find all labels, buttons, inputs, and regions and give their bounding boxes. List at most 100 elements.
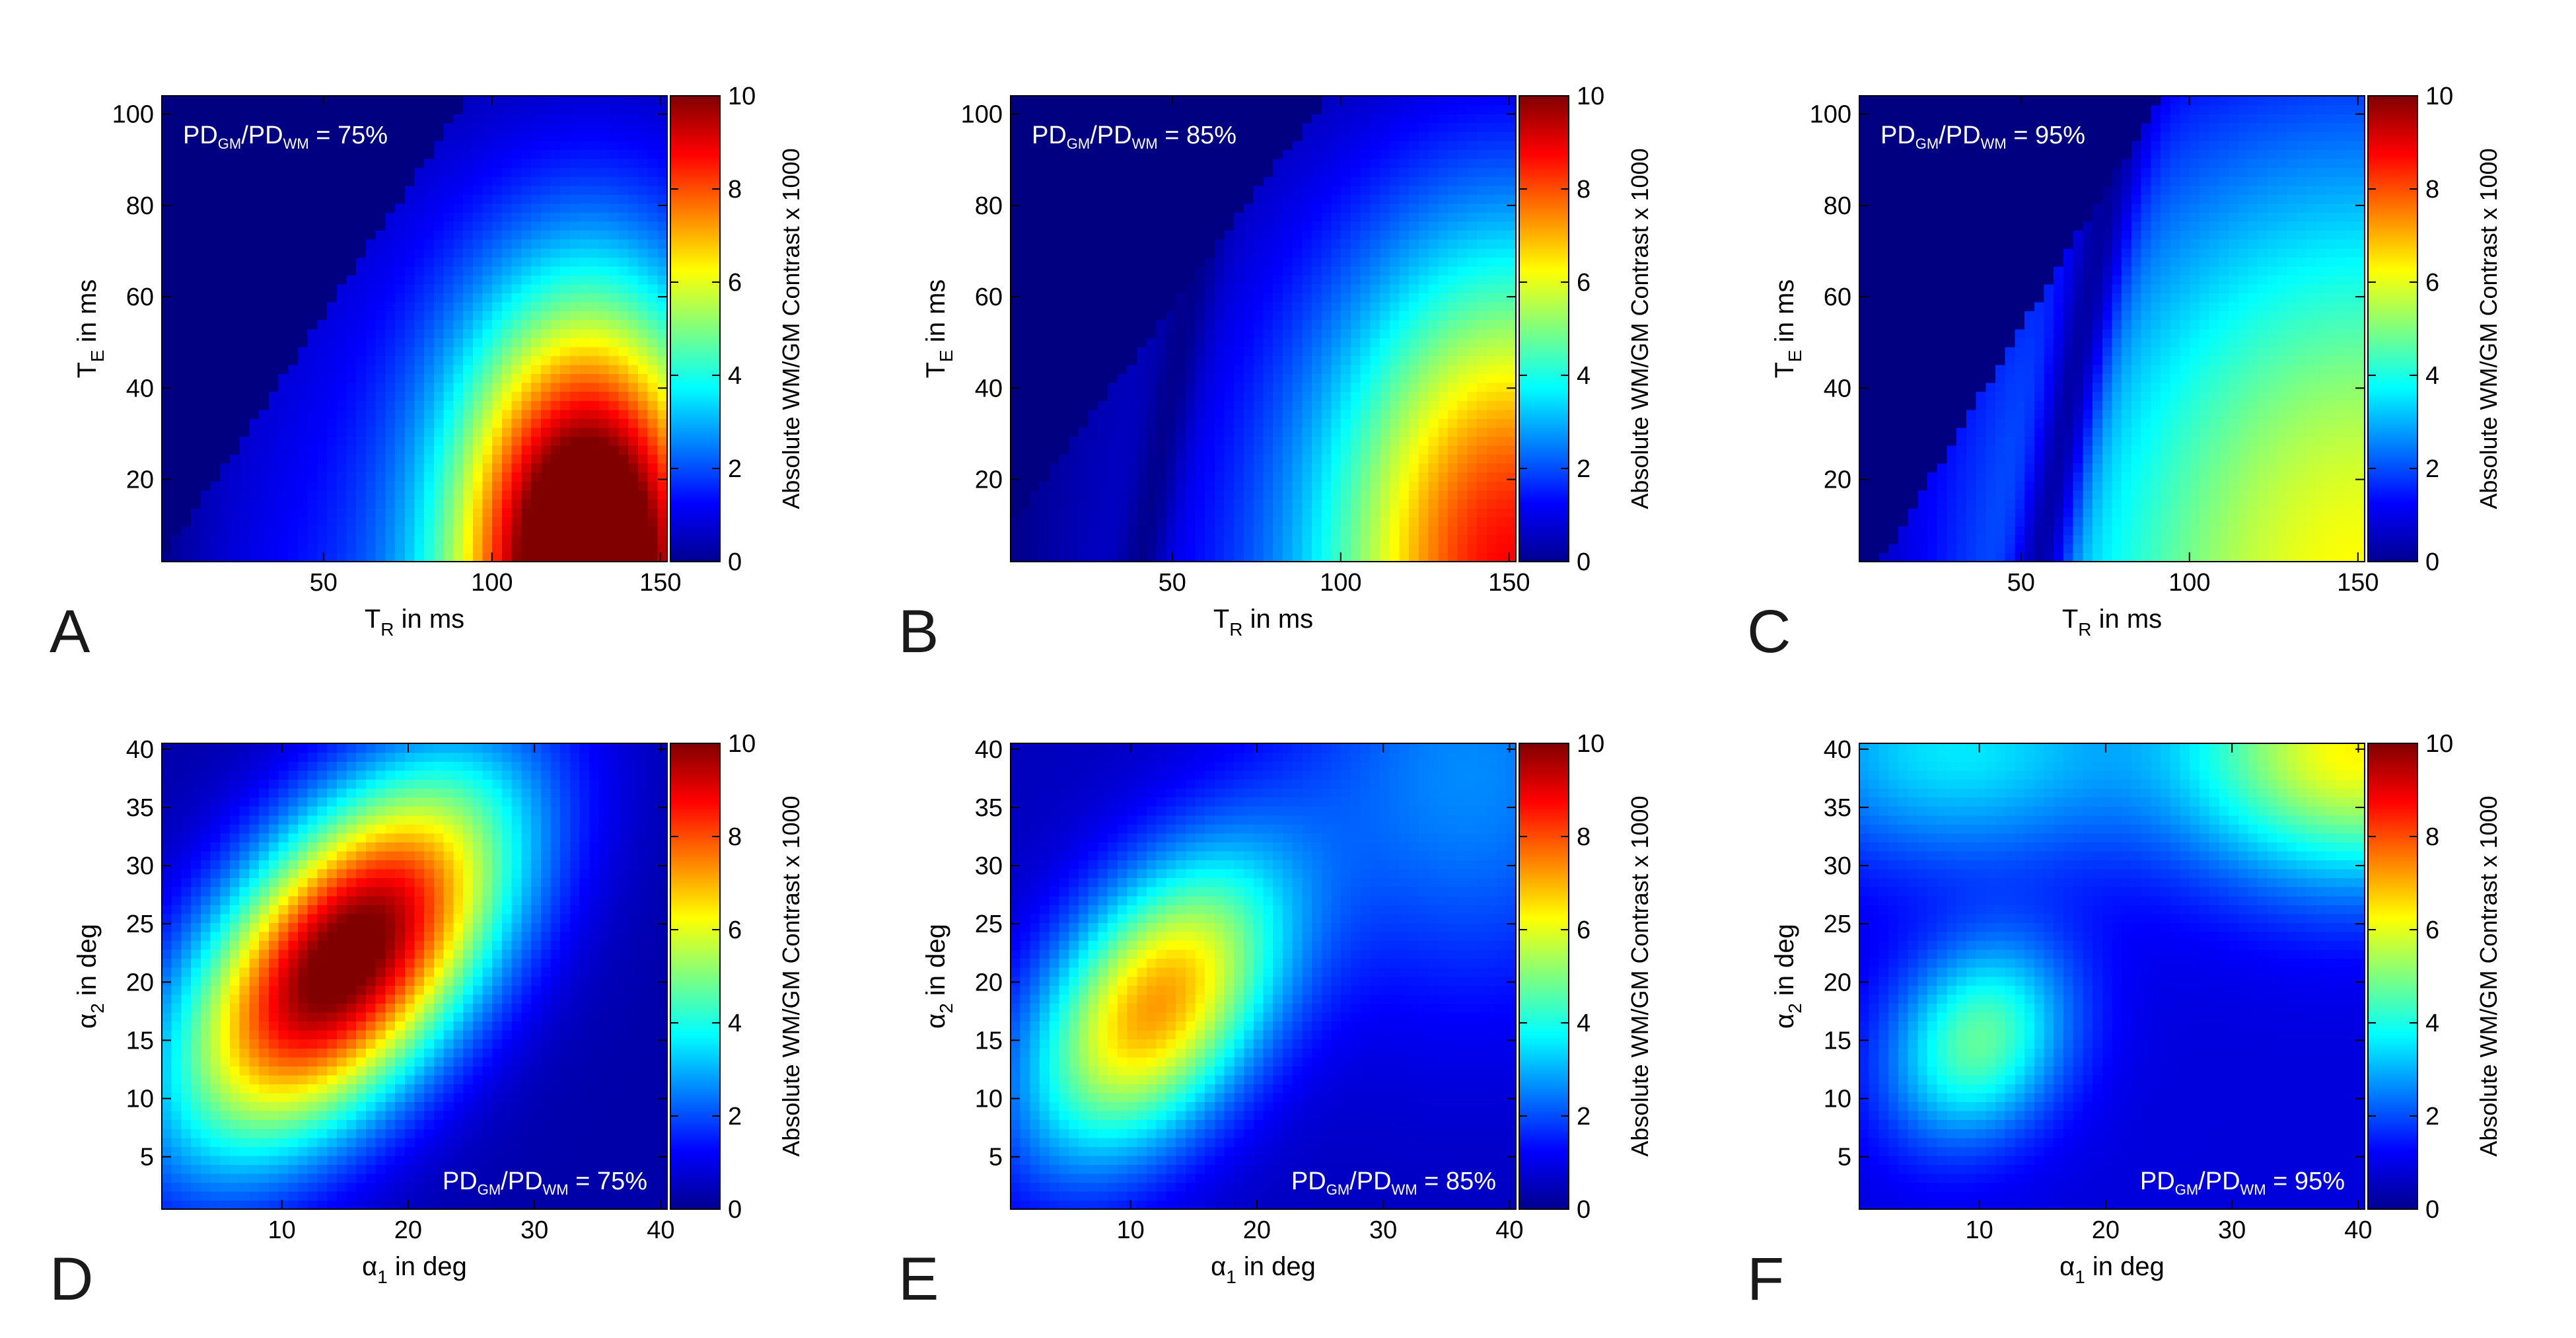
heatmap-cell xyxy=(501,131,513,141)
heatmap-cell xyxy=(1341,338,1351,348)
heatmap-cell xyxy=(297,490,308,500)
heatmap-cell xyxy=(317,96,328,106)
heatmap-cell xyxy=(453,149,464,159)
heatmap-cell xyxy=(424,158,435,168)
heatmap-cell xyxy=(210,338,221,348)
heatmap-cell xyxy=(404,507,415,518)
heatmap-cell xyxy=(1244,535,1254,544)
heatmap-cell xyxy=(569,185,581,195)
heatmap-cell xyxy=(317,140,328,151)
heatmap-cell xyxy=(501,257,513,267)
heatmap-cell xyxy=(1467,418,1478,428)
heatmap-cell xyxy=(1438,364,1449,375)
heatmap-cell xyxy=(336,445,347,455)
heatmap-cell xyxy=(424,445,435,455)
heatmap-cell xyxy=(1117,436,1128,446)
heatmap-cell xyxy=(327,535,338,544)
heatmap-cell xyxy=(1380,445,1390,455)
heatmap-cell xyxy=(1011,499,1021,509)
heatmap-cell xyxy=(259,400,269,410)
colorbar-tick-label: 0 xyxy=(728,548,742,576)
heatmap-cell xyxy=(1040,346,1050,356)
heatmap-cell xyxy=(1059,427,1070,437)
heatmap-cell xyxy=(579,525,590,536)
heatmap-cell xyxy=(433,140,445,151)
heatmap-cell xyxy=(1282,409,1293,419)
heatmap-cell xyxy=(220,543,231,554)
heatmap-cell xyxy=(1506,257,1517,267)
heatmap-cell xyxy=(395,203,406,213)
heatmap-cell xyxy=(1341,266,1351,276)
heatmap-cell xyxy=(346,328,357,338)
heatmap-cell xyxy=(288,96,299,106)
heatmap-cell xyxy=(608,436,620,446)
heatmap-cell xyxy=(288,355,299,365)
heatmap-cell xyxy=(307,311,318,320)
heatmap-cell xyxy=(424,301,435,312)
heatmap-cell xyxy=(1380,355,1390,365)
heatmap-cell xyxy=(637,445,649,455)
heatmap-cell xyxy=(569,328,581,338)
heatmap-cell xyxy=(1185,212,1196,222)
heatmap-cell xyxy=(171,149,182,159)
heatmap-cell xyxy=(501,499,513,509)
heatmap-cell xyxy=(395,400,406,410)
heatmap-cell xyxy=(637,158,649,168)
heatmap-cell xyxy=(1350,185,1361,195)
heatmap-cell xyxy=(375,382,386,392)
heatmap-cell xyxy=(1127,517,1138,527)
heatmap-cell xyxy=(1360,230,1371,240)
heatmap-cell xyxy=(307,472,318,482)
heatmap-cell xyxy=(336,96,347,106)
heatmap-cell xyxy=(414,480,425,491)
heatmap-cell xyxy=(1341,436,1351,446)
heatmap-cell xyxy=(1477,301,1487,312)
heatmap-cell xyxy=(1088,338,1099,348)
heatmap-cell xyxy=(200,382,211,392)
heatmap-cell xyxy=(1146,338,1157,348)
heatmap-cell xyxy=(599,96,610,106)
heatmap-cell xyxy=(1146,525,1157,536)
heatmap-cell xyxy=(1331,427,1342,437)
heatmap-cell xyxy=(1234,382,1244,392)
heatmap-cell xyxy=(1098,319,1108,330)
heatmap-cell xyxy=(365,293,376,303)
heatmap-cell xyxy=(531,283,542,294)
heatmap-cell xyxy=(414,167,425,177)
heatmap-cell xyxy=(1224,194,1235,204)
heatmap-cell xyxy=(1263,212,1274,222)
heatmap-cell xyxy=(453,543,464,554)
heatmap-cell xyxy=(618,427,629,437)
heatmap-cell xyxy=(1457,185,1468,195)
heatmap-cell xyxy=(599,507,610,518)
heatmap-cell xyxy=(1321,311,1332,320)
heatmap-cell xyxy=(1321,472,1332,482)
heatmap-cell xyxy=(463,301,474,312)
heatmap-cell xyxy=(1350,480,1361,491)
heatmap-cell xyxy=(181,194,192,204)
heatmap-cell xyxy=(1486,275,1497,285)
heatmap-cell xyxy=(404,239,415,249)
heatmap-cell xyxy=(1399,472,1410,482)
heatmap-cell xyxy=(1108,507,1118,518)
heatmap-cell xyxy=(181,230,192,240)
heatmap-cell xyxy=(1380,427,1390,437)
heatmap-cell xyxy=(1244,364,1254,375)
heatmap-cell xyxy=(482,167,493,177)
heatmap-cell xyxy=(618,543,629,554)
heatmap-cell xyxy=(375,472,386,482)
heatmap-cell xyxy=(501,248,513,258)
heatmap-cell xyxy=(492,257,503,267)
heatmap-cell xyxy=(1263,266,1274,276)
heatmap-cell xyxy=(1078,436,1089,446)
heatmap-cell xyxy=(1331,338,1342,348)
heatmap-cell xyxy=(657,257,668,267)
heatmap-cell xyxy=(336,275,347,285)
heatmap-cell xyxy=(1506,535,1517,544)
heatmap-cell xyxy=(1467,472,1478,482)
heatmap-cell xyxy=(162,185,172,195)
heatmap-cell xyxy=(657,158,668,168)
heatmap-cell xyxy=(637,230,649,240)
heatmap-cell xyxy=(1127,283,1138,294)
heatmap-cell xyxy=(365,230,376,240)
